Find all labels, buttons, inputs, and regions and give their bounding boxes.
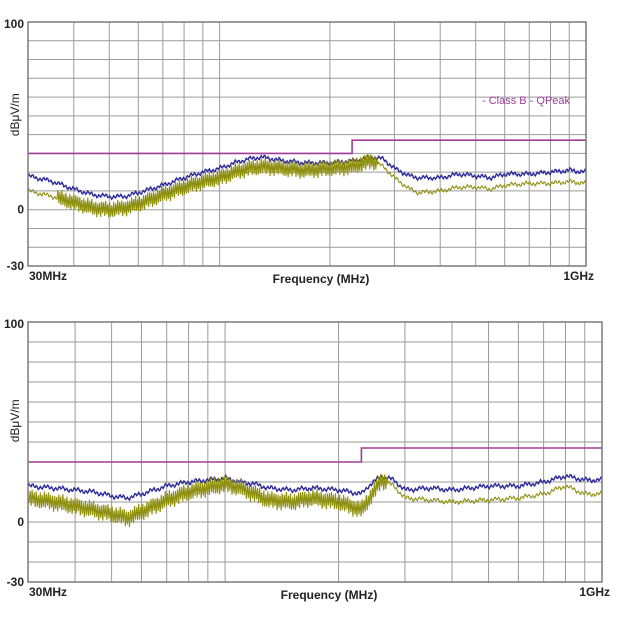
top-chart-series-layer [27, 153, 587, 218]
top-chart-legend-label: - Class B - QPeak [482, 95, 571, 107]
bottom-chart: 100 0 -30 30MHz 1GHz Frequency (MHz) dBμ… [4, 317, 610, 602]
average-trace [27, 473, 603, 527]
top-chart-limit-layer [28, 139, 586, 155]
bottom-chart-series-layer [27, 473, 603, 527]
top-chart-xtick-30mhz: 30MHz [29, 269, 67, 283]
average-trace [27, 154, 587, 218]
bottom-chart-ytick-neg30: -30 [7, 575, 25, 589]
peak-trace [27, 153, 587, 201]
bottom-chart-xtick-30mhz: 30MHz [29, 585, 67, 599]
bottom-chart-ylabel: dBμV/m [8, 399, 22, 442]
top-chart-xlabel: Frequency (MHz) [273, 272, 370, 286]
bottom-chart-xtick-1ghz: 1GHz [579, 585, 610, 599]
peak-trace [27, 473, 603, 502]
bottom-chart-ytick-0: 0 [17, 515, 24, 529]
top-chart-ytick-0: 0 [17, 203, 24, 217]
top-chart-ylabel: dBμV/m [8, 93, 22, 136]
bottom-chart-ytick-100: 100 [4, 317, 24, 331]
top-chart-frame [27, 21, 587, 267]
top-chart: 100 0 -30 30MHz 1GHz Frequency (MHz) dBμ… [4, 17, 594, 286]
bottom-chart-limit-layer [28, 447, 602, 463]
bottom-chart-xlabel: Frequency (MHz) [281, 588, 378, 602]
top-chart-grid [28, 22, 586, 266]
top-chart-ytick-neg30: -30 [7, 259, 25, 273]
top-chart-legend: - Class B - QPeak [482, 95, 571, 107]
bottom-chart-frame [27, 321, 603, 583]
bottom-chart-grid [28, 322, 602, 582]
limit-line [28, 447, 602, 463]
top-chart-xtick-1ghz: 1GHz [563, 269, 594, 283]
top-chart-ytick-100: 100 [4, 17, 24, 31]
limit-line [28, 139, 586, 155]
